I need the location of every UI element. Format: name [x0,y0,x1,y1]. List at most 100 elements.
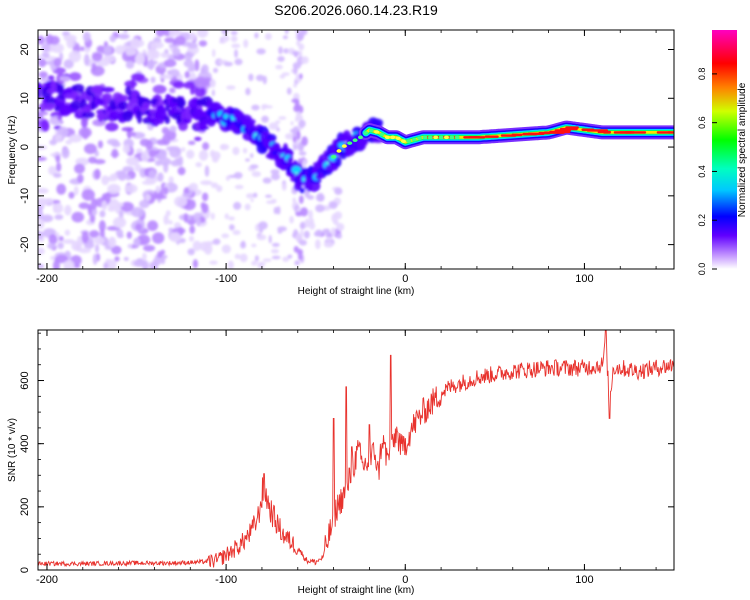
noise-blob [204,241,215,246]
ridge-band-dot [454,135,460,140]
noise-blob [293,105,300,112]
noise-blob [297,254,303,260]
noise-blob [91,52,103,62]
noise-blob [120,201,134,212]
noise-blob [135,223,143,231]
noise-blob [175,147,182,154]
noise-blob [275,64,283,70]
noise-blob [111,245,122,255]
ridge-band-dot [341,144,347,148]
ridge-blob [117,101,129,111]
noise-blob [211,89,215,97]
noise-blob [234,184,244,190]
ridge-core-inner [294,172,298,175]
noise-blob [262,177,272,184]
noise-blob [290,121,294,126]
noise-blob [192,259,199,269]
colorbar-tick-label: 0.0 [697,263,707,276]
ridge-blob [96,112,109,120]
noise-blob [130,37,141,50]
noise-blob [195,162,202,168]
noise-blob [58,236,64,242]
noise-blob [63,59,74,69]
noise-blob [63,259,75,269]
noise-blob [40,43,51,52]
noise-blob [259,228,263,234]
noise-blob [195,216,201,227]
noise-blob [221,34,230,42]
ridge-blob [150,118,160,127]
ridge-blob [80,98,87,109]
noise-blob [304,218,311,228]
ridge-band-dot [379,132,385,137]
noise-blob [83,143,97,155]
noise-blob [38,207,44,220]
ridge-blob [141,101,150,111]
noise-blob [194,136,202,142]
noise-blob [239,253,248,263]
noise-blob [127,243,133,249]
noise-blob [271,255,281,260]
noise-blob [154,159,162,167]
noise-blob [38,111,49,116]
noise-blob [255,74,265,82]
noise-blob [48,234,58,245]
noise-blob [41,52,50,59]
noise-blob [200,202,206,210]
noise-blob [160,51,171,59]
noise-blob [51,43,64,54]
noise-blob [292,130,298,139]
ridge-band-dot [438,135,444,140]
noise-blob [296,40,301,46]
ridge-blob [177,98,185,110]
noise-blob [163,59,177,68]
noise-blob [139,199,150,209]
noise-blob [283,48,289,54]
noise-blob [245,158,250,162]
noise-blob [134,53,146,65]
ridge-blob [318,171,324,179]
noise-blob [301,56,309,64]
noise-blob [187,140,196,145]
noise-blob [292,136,297,143]
ridge-band-dot [347,141,353,145]
noise-blob [296,131,301,140]
noise-blob [223,61,233,67]
noise-blob [48,165,57,176]
noise-blob [211,151,221,161]
noise-blob [172,47,181,57]
noise-blob [71,240,82,252]
noise-blob [172,39,177,46]
noise-blob [68,191,75,199]
snr-ylabel: SNR (10 * v/v) [7,418,18,482]
ridge-band-dot [384,135,390,140]
noise-blob [62,239,76,245]
noise-blob [292,197,297,203]
ridge-blob [158,104,165,112]
noise-blob [313,231,320,237]
noise-blob [270,169,280,175]
noise-blob [174,35,186,46]
ridge-blob [50,80,57,93]
noise-blob [198,149,209,161]
noise-blob [328,201,338,209]
noise-blob [253,192,258,198]
noise-blob [124,183,138,194]
noise-blob [118,33,130,40]
noise-blob [57,115,63,121]
noise-blob [55,162,62,172]
spectrogram-heatmap [38,30,674,269]
noise-blob [210,212,215,220]
noise-blob [173,222,182,230]
noise-blob [63,34,77,42]
noise-blob [165,210,171,217]
ridge-blob [334,156,342,168]
noise-blob [210,182,219,189]
noise-blob [198,40,208,47]
noise-blob [169,87,176,94]
ridge-blob [82,105,92,113]
noise-blob [130,78,136,91]
colorbar-tick-label: 0.6 [697,116,707,129]
noise-blob [188,235,195,242]
